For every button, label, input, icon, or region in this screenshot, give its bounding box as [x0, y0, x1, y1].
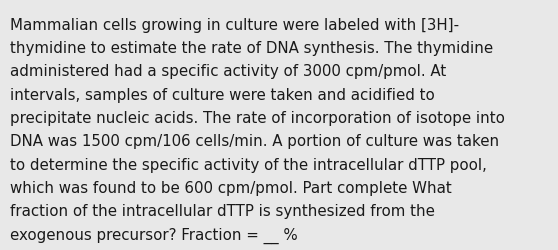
Text: DNA was 1500 cpm/106 cells/min. A portion of culture was taken: DNA was 1500 cpm/106 cells/min. A portio… — [10, 134, 499, 149]
Text: to determine the specific activity of the intracellular dTTP pool,: to determine the specific activity of th… — [10, 157, 487, 172]
Text: fraction of the intracellular dTTP is synthesized from the: fraction of the intracellular dTTP is sy… — [10, 204, 435, 218]
Text: Mammalian cells growing in culture were labeled with [3H]-: Mammalian cells growing in culture were … — [10, 18, 459, 32]
Text: administered had a specific activity of 3000 cpm/pmol. At: administered had a specific activity of … — [10, 64, 446, 79]
Text: precipitate nucleic acids. The rate of incorporation of isotope into: precipitate nucleic acids. The rate of i… — [10, 110, 505, 126]
Text: thymidine to estimate the rate of DNA synthesis. The thymidine: thymidine to estimate the rate of DNA sy… — [10, 41, 493, 56]
Text: intervals, samples of culture were taken and acidified to: intervals, samples of culture were taken… — [10, 87, 435, 102]
Text: exogenous precursor? Fraction = __ %: exogenous precursor? Fraction = __ % — [10, 227, 298, 243]
Text: which was found to be 600 cpm/pmol. Part complete What: which was found to be 600 cpm/pmol. Part… — [10, 180, 452, 195]
